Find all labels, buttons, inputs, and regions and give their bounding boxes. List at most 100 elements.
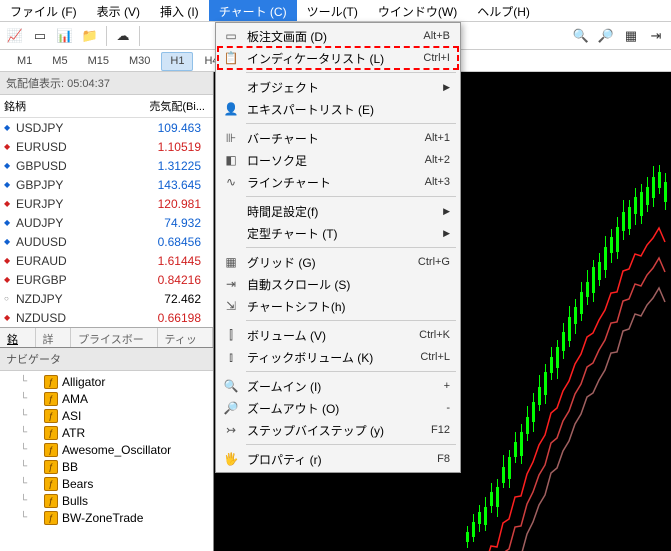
bid-price: 120.981 bbox=[100, 197, 209, 211]
menu-icon: ▭ bbox=[222, 29, 240, 43]
folder-icon[interactable]: 📁 bbox=[79, 25, 101, 47]
menu-item[interactable]: 🖐プロパティ (r)F8 bbox=[218, 448, 458, 470]
menu-item[interactable]: オブジェクト▶ bbox=[218, 76, 458, 98]
symbol-name: NZDJPY bbox=[16, 292, 100, 306]
candle-body bbox=[586, 282, 589, 297]
menu-item[interactable]: ↣ステップバイステップ (y)F12 bbox=[218, 419, 458, 441]
menu-shortcut: Ctrl+L bbox=[420, 351, 454, 363]
candle-body bbox=[466, 532, 469, 542]
menu-item[interactable]: 時間足設定(f)▶ bbox=[218, 200, 458, 222]
menu-item[interactable]: 🔎ズームアウト (O)- bbox=[218, 397, 458, 419]
timeframe-h1[interactable]: H1 bbox=[161, 52, 193, 71]
menu-item[interactable]: 📋インディケータリスト (L)Ctrl+I bbox=[218, 47, 458, 69]
indicator-alligator[interactable]: └ƒAlligator bbox=[0, 373, 213, 390]
menu-item[interactable]: ⊪バーチャートAlt+1 bbox=[218, 127, 458, 149]
new-chart-icon[interactable]: 📈 bbox=[4, 25, 26, 47]
menu-item[interactable]: ◧ローソク足Alt+2 bbox=[218, 149, 458, 171]
menu-v[interactable]: 表示 (V) bbox=[87, 0, 150, 21]
menu-item[interactable]: ▭板注文画面 (D)Alt+B bbox=[218, 25, 458, 47]
marketwatch-icon[interactable]: 📊 bbox=[54, 25, 76, 47]
menu-shortcut: F12 bbox=[431, 424, 454, 436]
marketwatch-body: ◆USDJPY109.463◆EURUSD1.10519◆GBPUSD1.312… bbox=[0, 118, 213, 327]
timeframe-m15[interactable]: M15 bbox=[79, 52, 118, 71]
candle-body bbox=[502, 467, 505, 483]
symbol-row-audjpy[interactable]: ◆AUDJPY74.932 bbox=[0, 213, 213, 232]
symbol-row-euraud[interactable]: ◆EURAUD1.61445 bbox=[0, 251, 213, 270]
candle-body bbox=[532, 402, 535, 422]
mw-tab[interactable]: プライスボード bbox=[71, 328, 158, 347]
bid-price: 1.10519 bbox=[100, 140, 209, 154]
menu-item[interactable]: ∿ラインチャートAlt+3 bbox=[218, 171, 458, 193]
indicator-bw-zonetrade[interactable]: └ƒBW-ZoneTrade bbox=[0, 509, 213, 526]
toolbar-icon[interactable]: ⇥ bbox=[645, 25, 667, 47]
symbol-row-usdjpy[interactable]: ◆USDJPY109.463 bbox=[0, 118, 213, 137]
menu-separator bbox=[246, 196, 456, 197]
menu-item[interactable]: ▦グリッド (G)Ctrl+G bbox=[218, 251, 458, 273]
menu-icon: ↣ bbox=[222, 423, 240, 437]
symbol-row-eurusd[interactable]: ◆EURUSD1.10519 bbox=[0, 137, 213, 156]
menu-item[interactable]: ⇲チャートシフト(h) bbox=[218, 295, 458, 317]
indicator-asi[interactable]: └ƒASI bbox=[0, 407, 213, 424]
mw-tab[interactable]: ティック bbox=[158, 328, 213, 347]
profile-icon[interactable]: ▭ bbox=[29, 25, 51, 47]
menu-w[interactable]: ウインドウ(W) bbox=[368, 0, 467, 21]
toolbar-icon[interactable]: 🔎 bbox=[595, 25, 617, 47]
menu-t[interactable]: ツール(T) bbox=[297, 0, 368, 21]
candle-body bbox=[610, 237, 613, 253]
symbol-row-eurgbp[interactable]: ◆EURGBP0.84216 bbox=[0, 270, 213, 289]
indicator-bb[interactable]: └ƒBB bbox=[0, 458, 213, 475]
col-symbol[interactable]: 銘柄 bbox=[0, 95, 100, 117]
cloud-icon[interactable]: ☁ bbox=[112, 25, 134, 47]
indicator-icon: ƒ bbox=[44, 477, 58, 491]
symbol-row-nzdjpy[interactable]: ○NZDJPY72.462 bbox=[0, 289, 213, 308]
menu-c[interactable]: チャート (C) bbox=[209, 0, 297, 21]
mw-tab[interactable]: 詳細 bbox=[36, 328, 72, 347]
candle-body bbox=[508, 457, 511, 479]
menu-shortcut: Alt+B bbox=[423, 30, 454, 42]
menu-icon: 📋 bbox=[222, 51, 240, 65]
indicator-awesome_oscillator[interactable]: └ƒAwesome_Oscillator bbox=[0, 441, 213, 458]
menu-item[interactable]: 🔍ズームイン (I)+ bbox=[218, 375, 458, 397]
menu-item[interactable]: ⫾ティックボリューム (K)Ctrl+L bbox=[218, 346, 458, 368]
timeframe-m30[interactable]: M30 bbox=[120, 52, 159, 71]
submenu-arrow-icon: ▶ bbox=[443, 206, 454, 217]
menu-item[interactable]: ⇥自動スクロール (S) bbox=[218, 273, 458, 295]
indicator-label: ATR bbox=[62, 426, 85, 440]
direction-icon: ◆ bbox=[4, 199, 16, 208]
toolbar-icon[interactable]: ▦ bbox=[620, 25, 642, 47]
indicator-ama[interactable]: └ƒAMA bbox=[0, 390, 213, 407]
candle-body bbox=[580, 292, 583, 314]
timeframe-m5[interactable]: M5 bbox=[43, 52, 76, 71]
mw-tab[interactable]: 銘柄 bbox=[0, 328, 36, 347]
menu-icon: ▦ bbox=[222, 255, 240, 269]
symbol-row-gbpusd[interactable]: ◆GBPUSD1.31225 bbox=[0, 156, 213, 175]
symbol-row-gbpjpy[interactable]: ◆GBPJPY143.645 bbox=[0, 175, 213, 194]
navigator-header: ナビゲータ bbox=[0, 347, 213, 371]
timeframe-m1[interactable]: M1 bbox=[8, 52, 41, 71]
col-bid[interactable]: 売気配(Bi... bbox=[100, 95, 213, 117]
symbol-row-eurjpy[interactable]: ◆EURJPY120.981 bbox=[0, 194, 213, 213]
menubar: ファイル (F)表示 (V)挿入 (I)チャート (C)ツール(T)ウインドウ(… bbox=[0, 0, 671, 22]
menu-icon: ⫿ bbox=[222, 328, 240, 343]
candle-body bbox=[634, 197, 637, 214]
menu-f[interactable]: ファイル (F) bbox=[0, 0, 87, 21]
symbol-row-nzdusd[interactable]: ◆NZDUSD0.66198 bbox=[0, 308, 213, 327]
menu-shortcut: Ctrl+K bbox=[419, 329, 454, 341]
symbol-row-audusd[interactable]: ◆AUDUSD0.68456 bbox=[0, 232, 213, 251]
indicator-icon: ƒ bbox=[44, 409, 58, 423]
menu-i[interactable]: 挿入 (I) bbox=[150, 0, 209, 21]
toolbar-icon[interactable]: 🔍 bbox=[570, 25, 592, 47]
indicator-atr[interactable]: └ƒATR bbox=[0, 424, 213, 441]
indicator-icon: ƒ bbox=[44, 494, 58, 508]
marketwatch-header: 気配値表示: 05:04:37 bbox=[0, 72, 213, 95]
indicator-bears[interactable]: └ƒBears bbox=[0, 475, 213, 492]
menu-icon: ⊪ bbox=[222, 131, 240, 145]
menu-h[interactable]: ヘルプ(H) bbox=[467, 0, 540, 21]
menu-item[interactable]: 👤エキスパートリスト (E) bbox=[218, 98, 458, 120]
candle-body bbox=[550, 357, 553, 373]
indicator-bulls[interactable]: └ƒBulls bbox=[0, 492, 213, 509]
menu-item[interactable]: ⫿ボリューム (V)Ctrl+K bbox=[218, 324, 458, 346]
menu-item[interactable]: 定型チャート (T)▶ bbox=[218, 222, 458, 244]
symbol-name: EURAUD bbox=[16, 254, 100, 268]
candle-body bbox=[658, 172, 661, 188]
